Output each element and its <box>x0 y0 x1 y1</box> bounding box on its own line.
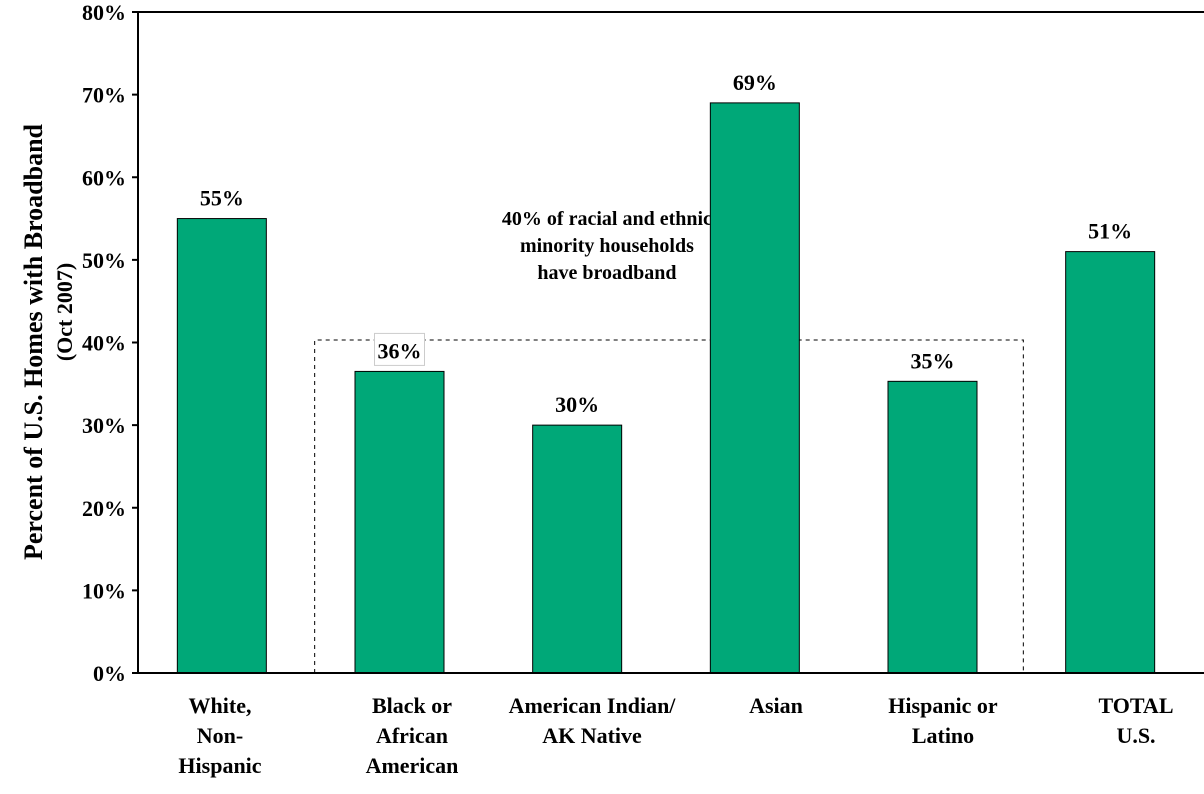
bar <box>1065 251 1156 674</box>
annotation-line: minority households <box>520 235 694 257</box>
x-category-label-line: Hispanic or <box>888 693 998 718</box>
y-axis-title: Percent of U.S. Homes with Broadband <box>19 123 48 560</box>
x-category-label-line: AK Native <box>542 723 642 748</box>
x-category-label-line: Black or <box>372 693 452 718</box>
axes-group <box>137 11 1204 674</box>
y-tick-label: 40% <box>82 331 126 356</box>
x-category-label-line: TOTAL <box>1099 693 1174 718</box>
x-category-label-line: U.S. <box>1116 723 1155 748</box>
y-tick-label: 80% <box>82 0 126 25</box>
x-category-label: Black or African American <box>366 693 459 778</box>
bar <box>709 102 800 674</box>
data-label: 51% <box>1088 219 1132 244</box>
x-category-label: TOTAL U.S. <box>1099 693 1174 748</box>
y-tick-label: 10% <box>82 578 126 603</box>
annotation-group: 40% of racial and ethnic minority househo… <box>314 208 1024 673</box>
minority-dashed-box <box>314 339 1024 673</box>
x-category-label: American Indian/AK Native <box>509 693 677 748</box>
x-category-label: Hispanic or Latino <box>888 693 998 748</box>
x-category-label-line: Asian <box>749 693 803 718</box>
data-label: 30% <box>555 392 599 417</box>
data-label-background <box>374 332 425 366</box>
data-label: 69% <box>733 70 777 95</box>
x-category-label-line: Latino <box>912 723 974 748</box>
y-tick-label: 30% <box>82 413 126 438</box>
x-category-label-line: Non- <box>197 723 243 748</box>
bar <box>887 380 978 674</box>
y-axis-subtitle: (Oct 2007) <box>52 263 77 361</box>
x-category-label-line: Hispanic <box>178 753 261 778</box>
y-tick-label: 20% <box>82 496 126 521</box>
y-tick-label: 0% <box>93 661 126 686</box>
y-tick-label: 70% <box>82 83 126 108</box>
x-category-label: White, Non- Hispanic <box>178 693 261 778</box>
data-label: 35% <box>911 348 955 373</box>
x-category-label-line: African <box>376 723 448 748</box>
y-ticks-group: 0% 10% 20% 30% 40% 50% 60% 70% 80% <box>82 0 138 686</box>
data-label: 36% <box>378 338 422 363</box>
x-category-label-line: American Indian/ <box>509 693 677 718</box>
bar <box>176 218 267 674</box>
y-tick-label: 60% <box>82 165 126 190</box>
bar <box>354 370 445 674</box>
bar <box>532 424 623 674</box>
x-category-label: Asian <box>749 693 803 718</box>
data-label: 55% <box>200 186 244 211</box>
y-axis-title-group: Percent of U.S. Homes with Broadband (Oc… <box>19 123 77 560</box>
bars-group: 55% 36% 30% 69% 35% 51% <box>176 70 1156 674</box>
x-categories-group: White, Non- Hispanic Black or African America… <box>178 693 1173 778</box>
x-category-label-line: White, <box>189 693 252 718</box>
y-tick-label: 50% <box>82 248 126 273</box>
x-category-label-line: American <box>366 753 459 778</box>
annotation-line: have broadband <box>537 262 676 284</box>
annotation-line: 40% of racial and ethnic <box>502 208 712 230</box>
